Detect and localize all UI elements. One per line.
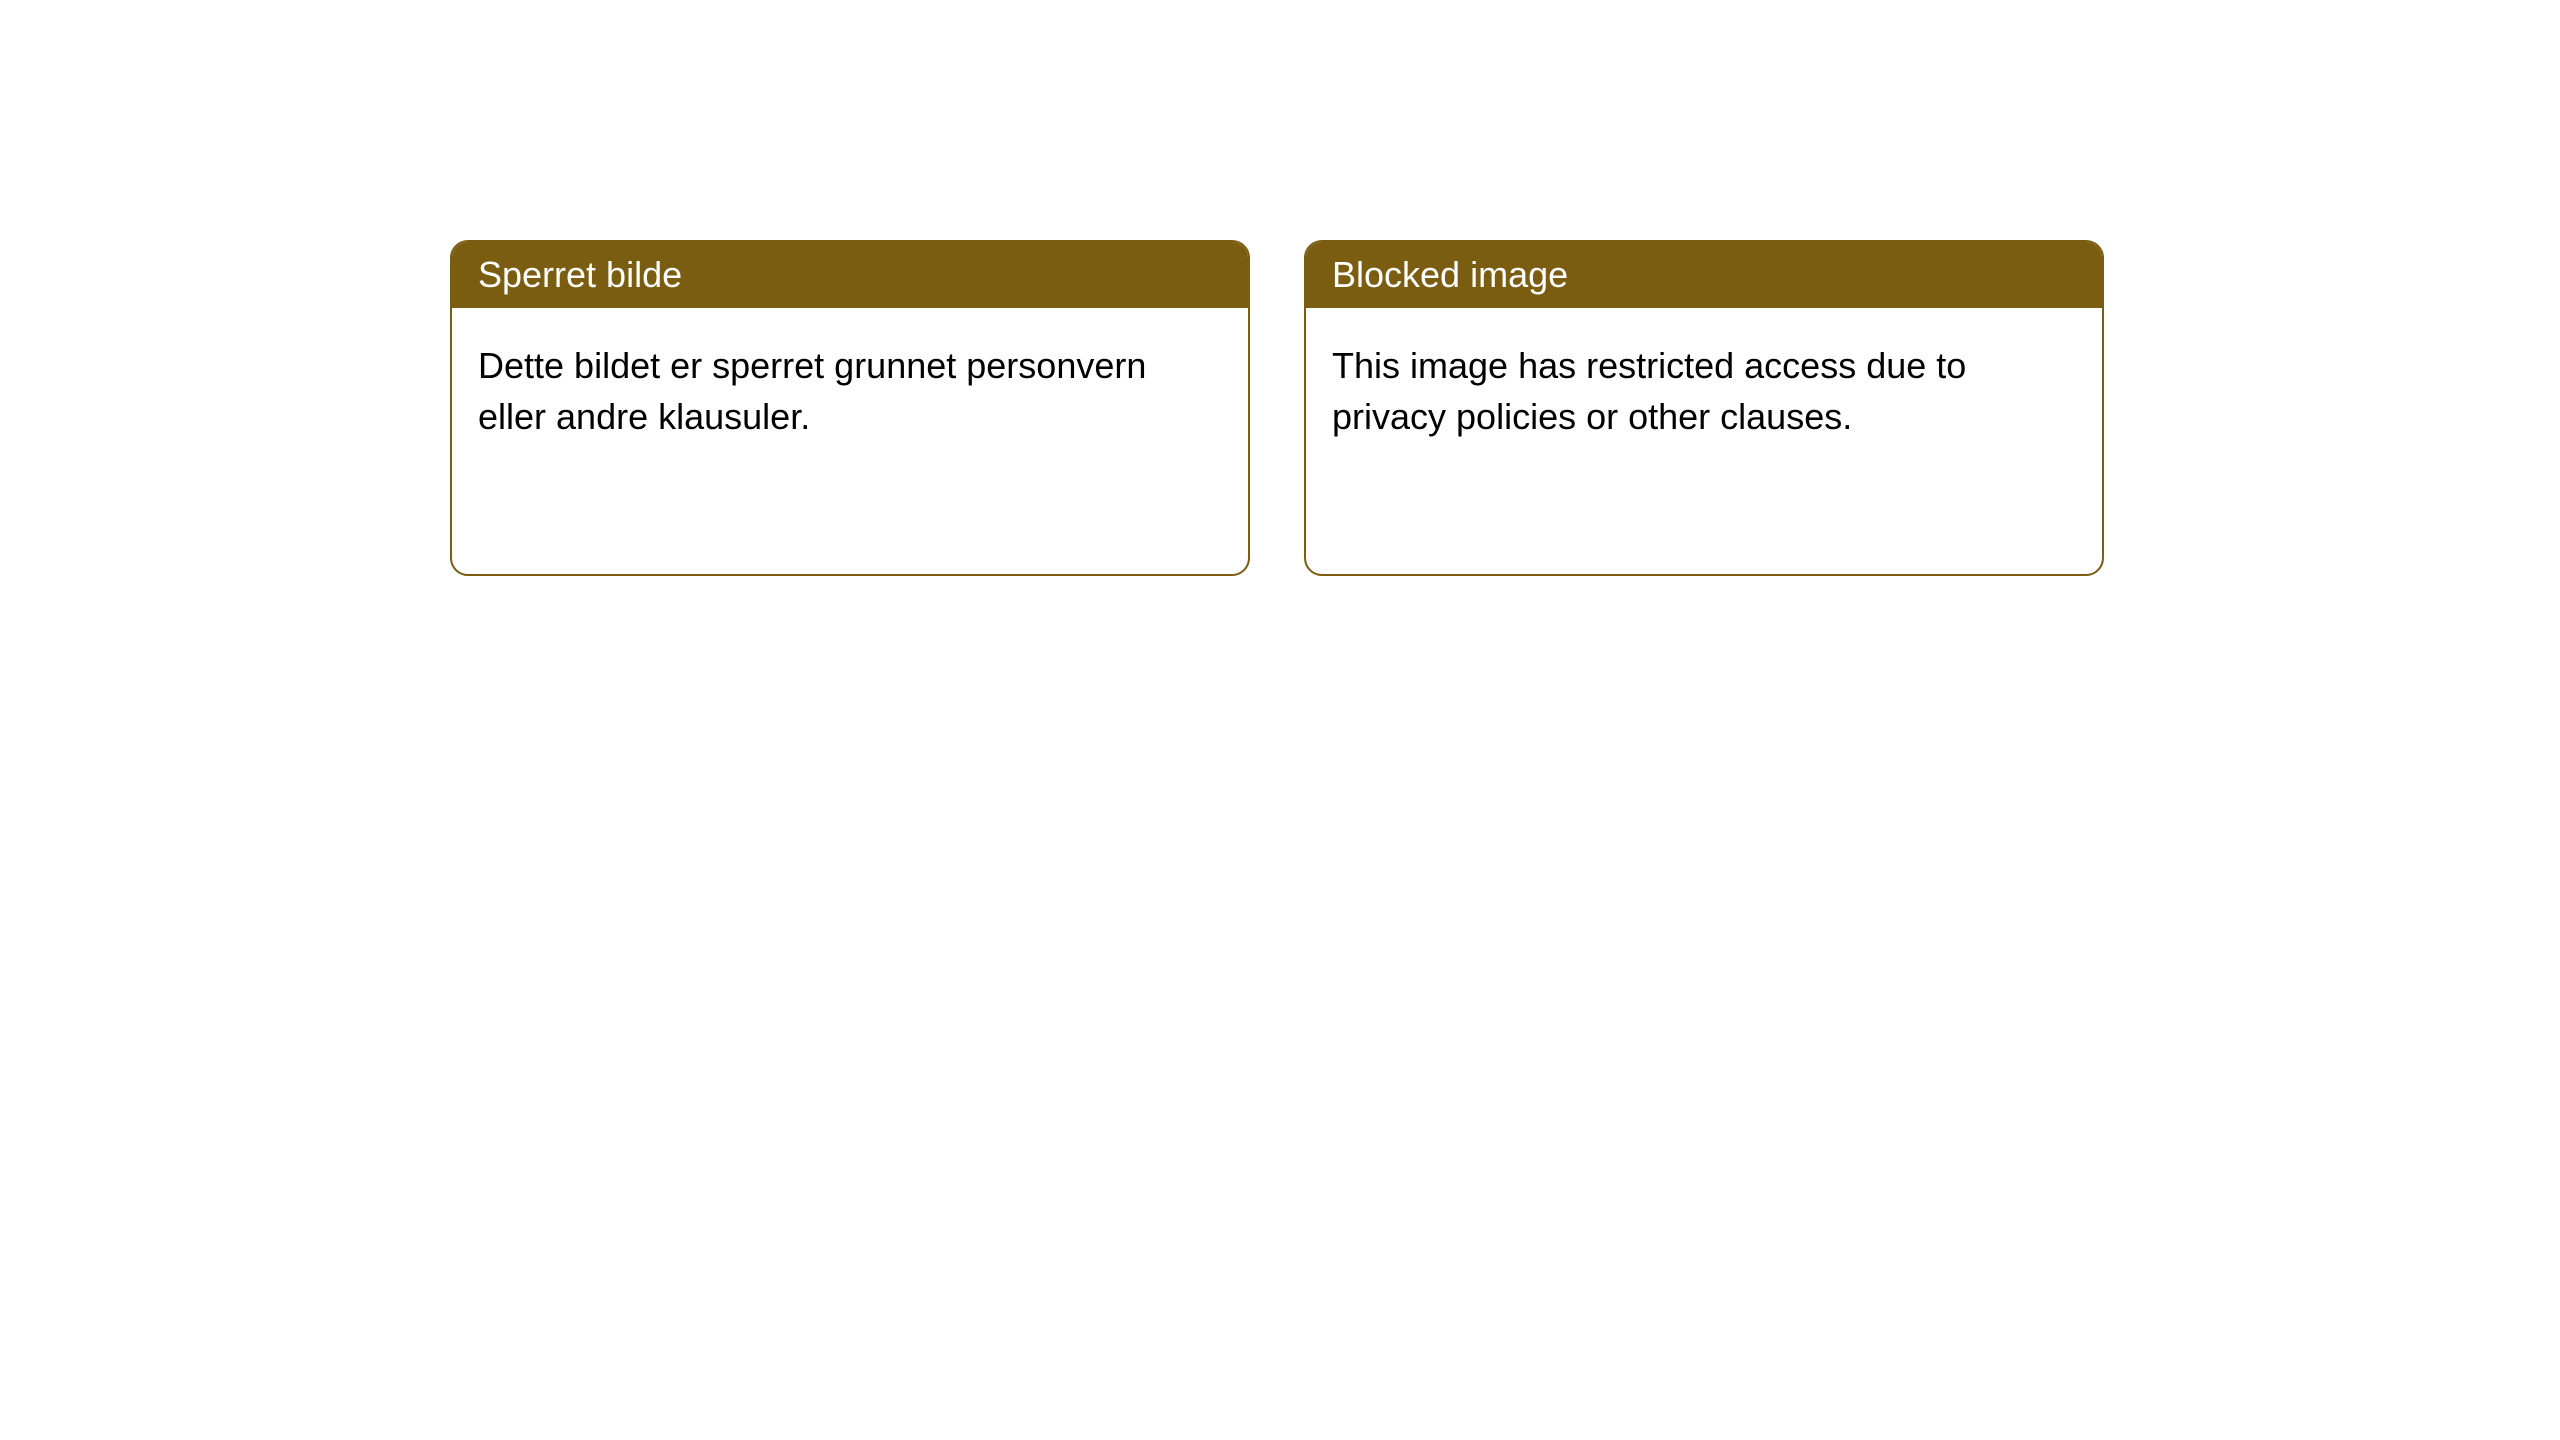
card-body: This image has restricted access due to … [1306, 308, 2102, 475]
card-header: Sperret bilde [452, 242, 1248, 308]
blocked-image-card-no: Sperret bilde Dette bildet er sperret gr… [450, 240, 1250, 576]
card-title: Blocked image [1332, 254, 1568, 295]
card-body: Dette bildet er sperret grunnet personve… [452, 308, 1248, 475]
card-header: Blocked image [1306, 242, 2102, 308]
card-title: Sperret bilde [478, 254, 682, 295]
card-body-text: Dette bildet er sperret grunnet personve… [478, 345, 1146, 437]
blocked-image-card-en: Blocked image This image has restricted … [1304, 240, 2104, 576]
card-body-text: This image has restricted access due to … [1332, 345, 1966, 437]
notice-cards-container: Sperret bilde Dette bildet er sperret gr… [0, 0, 2560, 576]
